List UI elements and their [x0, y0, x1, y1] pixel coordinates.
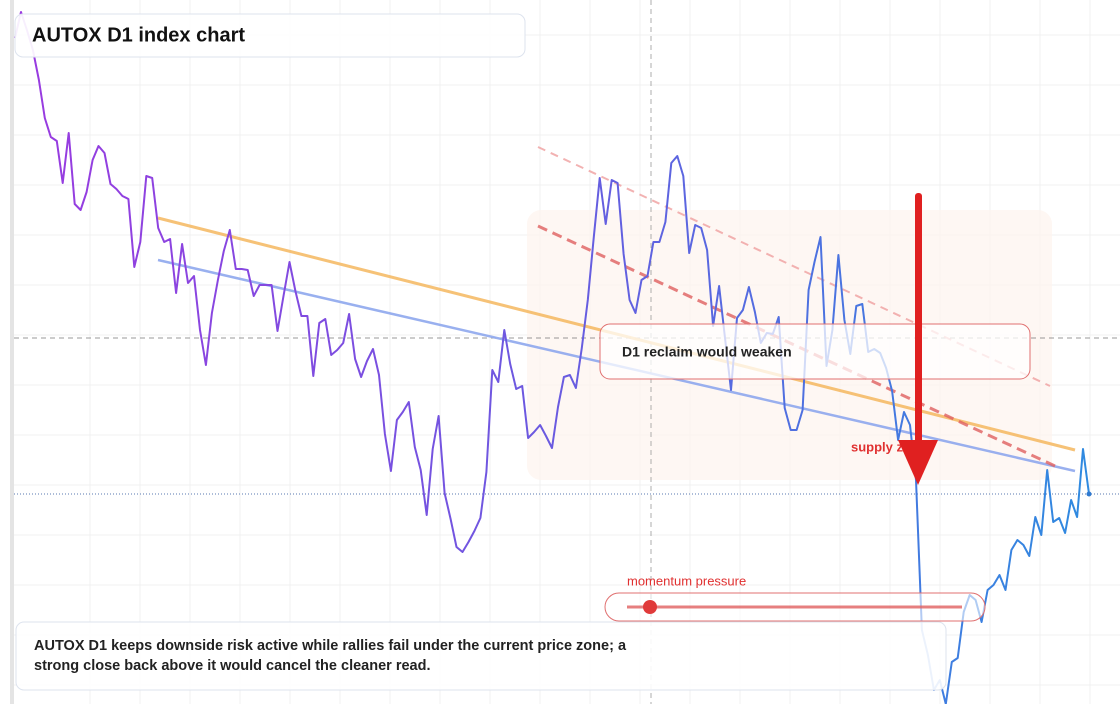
- note-box: [15, 621, 947, 691]
- momentum-label: momentum pressure: [627, 573, 746, 588]
- zone-box: [599, 323, 1031, 380]
- title-box: [14, 13, 526, 58]
- note: AUTOX D1 keeps downside risk active whil…: [34, 638, 627, 674]
- note-wrap: AUTOX D1 keeps downside risk active whil…: [34, 638, 627, 674]
- plot: [14, 11, 1092, 704]
- edge: [10, 0, 14, 704]
- momentum-dot: [643, 600, 657, 614]
- arrow-head: [898, 440, 938, 485]
- zone-label: D1 reclaim would weaken: [622, 344, 792, 360]
- price-line: [14, 11, 1090, 704]
- last-point: [1086, 491, 1092, 497]
- chart-title: AUTOX D1 index chart: [32, 24, 245, 46]
- arrow-shaft: [915, 193, 922, 445]
- trend-line: [537, 146, 1051, 387]
